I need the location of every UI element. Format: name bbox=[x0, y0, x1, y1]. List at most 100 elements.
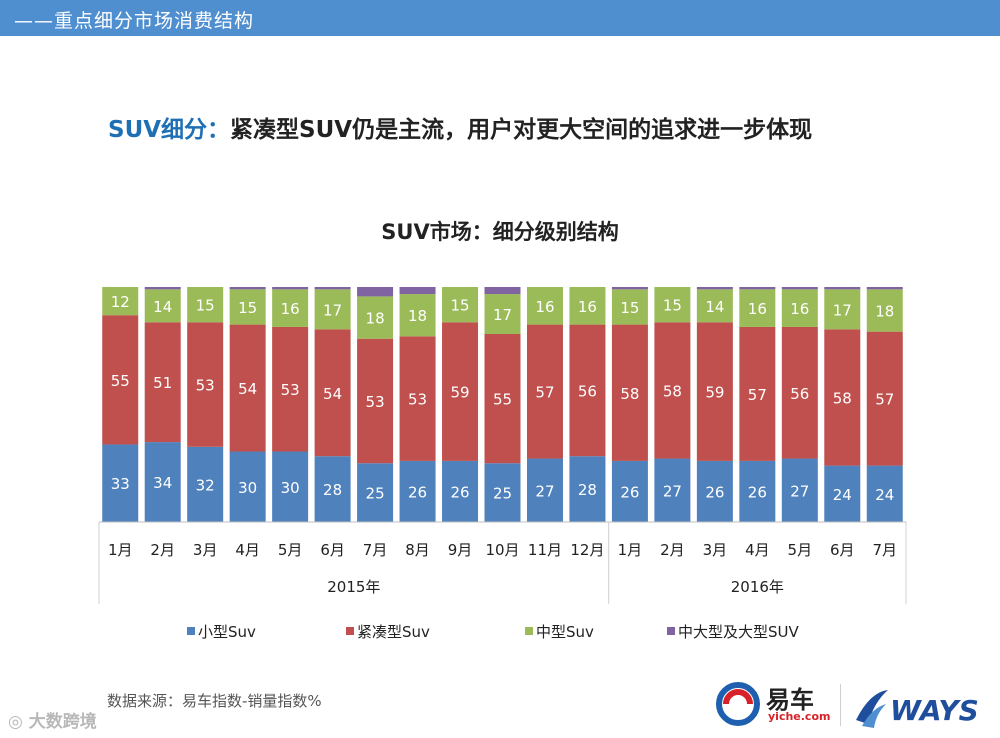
data-label-1-7: 25 bbox=[366, 485, 385, 503]
x-tick-label-2: 2月 bbox=[150, 541, 175, 559]
watermark-text: 大数跨境 bbox=[28, 712, 97, 732]
bar-segment-3-3 bbox=[187, 287, 224, 323]
bar-segment-1-12 bbox=[569, 456, 606, 522]
data-label-1-15: 26 bbox=[705, 483, 724, 501]
group-label-1: 2015年 bbox=[327, 578, 380, 596]
bar-segment-3-16 bbox=[739, 289, 776, 327]
bar-segment-4-6 bbox=[314, 287, 351, 290]
data-label-3-16: 16 bbox=[748, 300, 767, 318]
yiche-logo-icon bbox=[716, 682, 760, 726]
data-label-1-12: 28 bbox=[578, 481, 597, 499]
x-tick-label-13: 1月 bbox=[618, 541, 643, 559]
data-label-3-8: 18 bbox=[408, 307, 427, 325]
data-label-1-9: 26 bbox=[450, 483, 469, 501]
bar-segment-3-1 bbox=[102, 287, 139, 316]
data-label-3-15: 14 bbox=[705, 298, 724, 316]
data-label-2-1: 55 bbox=[111, 372, 130, 390]
ways-logo-text: WAYS bbox=[890, 694, 979, 727]
bar-segment-2-3 bbox=[187, 322, 224, 447]
bar-segment-1-9 bbox=[442, 460, 479, 522]
data-label-2-7: 53 bbox=[366, 393, 385, 411]
ways-logo: WAYS bbox=[852, 686, 987, 730]
data-label-1-10: 25 bbox=[493, 485, 512, 503]
bar-segment-3-11 bbox=[526, 287, 563, 325]
bar-segment-1-11 bbox=[526, 458, 563, 522]
data-label-2-6: 54 bbox=[323, 385, 342, 403]
x-tick-label-16: 4月 bbox=[745, 541, 770, 559]
legend-label-1: 小型Suv bbox=[198, 623, 256, 641]
bar-segment-4-18 bbox=[824, 287, 861, 290]
data-label-1-3: 32 bbox=[196, 476, 215, 494]
data-label-1-13: 26 bbox=[620, 483, 639, 501]
x-tick-label-8: 8月 bbox=[405, 541, 430, 559]
data-label-1-17: 27 bbox=[790, 482, 809, 500]
headline-text: 紧凑型SUV仍是主流，用户对更大空间的追求进一步体现 bbox=[230, 117, 813, 143]
bar-segment-2-9 bbox=[442, 322, 479, 461]
bar-segment-2-17 bbox=[781, 326, 818, 459]
data-label-3-19: 18 bbox=[875, 303, 894, 321]
data-label-3-18: 17 bbox=[833, 301, 852, 319]
bar-segment-1-3 bbox=[187, 446, 224, 522]
bar-segment-2-13 bbox=[611, 324, 648, 461]
data-label-1-11: 27 bbox=[535, 482, 554, 500]
data-label-2-15: 59 bbox=[705, 384, 724, 402]
data-label-3-7: 18 bbox=[366, 310, 385, 328]
data-label-2-11: 57 bbox=[535, 384, 554, 402]
data-label-2-18: 58 bbox=[833, 389, 852, 407]
x-tick-label-12: 12月 bbox=[570, 541, 604, 559]
x-tick-label-6: 6月 bbox=[320, 541, 345, 559]
yiche-logo-text: 易车 bbox=[766, 686, 814, 714]
stacked-bar-chart: 33 55 12 34 51 14 32 53 15 30 54 15 30 53 16 28 54 17 25 53… bbox=[98, 287, 907, 641]
data-label-2-4: 54 bbox=[238, 380, 257, 398]
data-label-1-18: 24 bbox=[833, 486, 852, 504]
bar-segment-4-7 bbox=[357, 287, 394, 297]
bar-segment-2-8 bbox=[399, 336, 436, 461]
data-label-3-1: 12 bbox=[111, 293, 130, 311]
bar-segment-3-13 bbox=[611, 289, 648, 325]
bar-segment-3-15 bbox=[696, 289, 733, 323]
bar-segment-4-13 bbox=[611, 287, 648, 290]
bar-segment-2-5 bbox=[272, 326, 309, 452]
bar-segment-1-4 bbox=[229, 451, 266, 522]
chart-title: SUV市场：细分级别结构 bbox=[381, 220, 619, 244]
data-label-2-19: 57 bbox=[875, 391, 894, 409]
data-label-1-1: 33 bbox=[111, 475, 130, 493]
data-label-2-13: 58 bbox=[620, 385, 639, 403]
bar-segment-1-8 bbox=[399, 460, 436, 522]
data-label-2-8: 53 bbox=[408, 391, 427, 409]
data-label-2-5: 53 bbox=[281, 381, 300, 399]
data-label-2-17: 56 bbox=[790, 385, 809, 403]
bar-segment-2-12 bbox=[569, 324, 606, 457]
bar-segment-4-15 bbox=[696, 287, 733, 290]
bar-segment-4-2 bbox=[144, 287, 181, 290]
x-tick-label-3: 3月 bbox=[193, 541, 218, 559]
data-label-2-3: 53 bbox=[196, 377, 215, 395]
x-tick-label-4: 4月 bbox=[235, 541, 260, 559]
bar-segment-2-11 bbox=[526, 324, 563, 459]
bar-segment-2-7 bbox=[357, 338, 394, 464]
bar-segment-3-14 bbox=[654, 287, 691, 323]
bar-segment-1-13 bbox=[611, 460, 648, 522]
bar-segment-2-6 bbox=[314, 329, 351, 457]
data-label-1-6: 28 bbox=[323, 481, 342, 499]
data-label-3-9: 15 bbox=[450, 297, 469, 315]
bar-segment-2-18 bbox=[824, 329, 861, 466]
legend-swatch-2 bbox=[346, 627, 354, 635]
bar-segment-1-1 bbox=[102, 444, 139, 522]
data-label-3-6: 17 bbox=[323, 301, 342, 319]
data-label-3-12: 16 bbox=[578, 298, 597, 316]
x-tick-label-14: 2月 bbox=[660, 541, 685, 559]
data-label-2-14: 58 bbox=[663, 382, 682, 400]
legend-label-2: 紧凑型Suv bbox=[357, 623, 430, 641]
x-tick-label-19: 7月 bbox=[872, 541, 897, 559]
legend-label-4: 中大型及大型SUV bbox=[678, 623, 800, 641]
bar-segment-1-16 bbox=[739, 460, 776, 522]
bar-segment-1-6 bbox=[314, 456, 351, 522]
bar-segment-4-17 bbox=[781, 287, 818, 290]
data-label-1-2: 34 bbox=[153, 474, 172, 492]
data-label-3-2: 14 bbox=[153, 298, 172, 316]
data-label-3-13: 15 bbox=[620, 299, 639, 317]
bar-segment-2-14 bbox=[654, 322, 691, 459]
bar-segment-3-6 bbox=[314, 289, 351, 330]
legend-swatch-3 bbox=[525, 627, 533, 635]
